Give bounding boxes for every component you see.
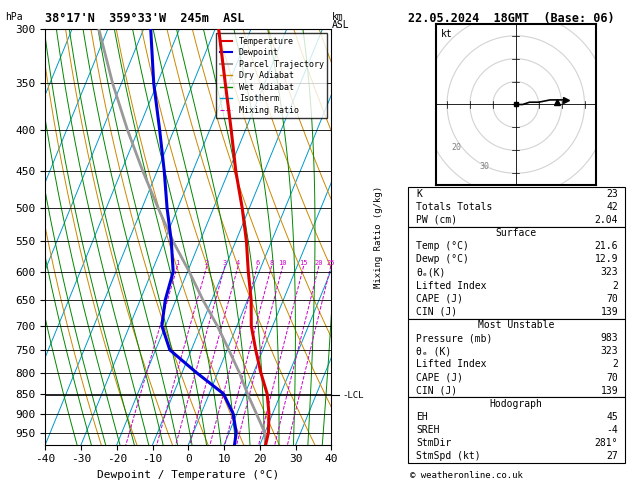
Text: hPa: hPa [5, 12, 23, 22]
Bar [408, 398, 625, 463]
Text: Pressure (mb): Pressure (mb) [416, 333, 493, 343]
Text: 6: 6 [255, 260, 260, 266]
Text: 12.9: 12.9 [594, 254, 618, 264]
Text: K: K [416, 189, 422, 199]
Text: 2: 2 [612, 280, 618, 291]
Text: © weatheronline.co.uk: © weatheronline.co.uk [410, 471, 523, 480]
Text: Surface: Surface [496, 228, 537, 238]
Text: 27: 27 [606, 451, 618, 461]
Text: 2: 2 [204, 260, 209, 266]
Text: StmSpd (kt): StmSpd (kt) [416, 451, 481, 461]
Text: Dewp (°C): Dewp (°C) [416, 254, 469, 264]
Text: 1: 1 [175, 260, 179, 266]
Text: StmDir: StmDir [416, 438, 452, 448]
Text: 21.6: 21.6 [594, 241, 618, 251]
Text: 42: 42 [606, 202, 618, 212]
Text: SREH: SREH [416, 425, 440, 435]
Text: θₑ (K): θₑ (K) [416, 347, 452, 356]
Text: 3: 3 [223, 260, 227, 266]
Text: PW (cm): PW (cm) [416, 215, 457, 225]
Text: Temp (°C): Temp (°C) [416, 241, 469, 251]
Text: Lifted Index: Lifted Index [416, 280, 487, 291]
Text: EH: EH [416, 412, 428, 422]
Text: Mixing Ratio (g/kg): Mixing Ratio (g/kg) [374, 186, 383, 288]
Text: 323: 323 [601, 267, 618, 278]
Text: CIN (J): CIN (J) [416, 386, 457, 396]
Text: ASL: ASL [331, 20, 349, 31]
Text: Totals Totals: Totals Totals [416, 202, 493, 212]
Text: 4: 4 [236, 260, 240, 266]
Text: 2: 2 [612, 360, 618, 369]
Text: -4: -4 [606, 425, 618, 435]
Bar [408, 226, 625, 318]
Text: Most Unstable: Most Unstable [478, 320, 554, 330]
Text: 20: 20 [452, 143, 462, 152]
Text: 983: 983 [601, 333, 618, 343]
Text: 281°: 281° [594, 438, 618, 448]
Text: kt: kt [440, 29, 452, 39]
Text: 70: 70 [606, 373, 618, 382]
Text: CAPE (J): CAPE (J) [416, 294, 464, 304]
Text: 15: 15 [299, 260, 308, 266]
Text: 38°17'N  359°33'W  245m  ASL: 38°17'N 359°33'W 245m ASL [45, 12, 245, 25]
Text: 2.04: 2.04 [594, 215, 618, 225]
Text: 22.05.2024  18GMT  (Base: 06): 22.05.2024 18GMT (Base: 06) [408, 12, 614, 25]
Text: 323: 323 [601, 347, 618, 356]
Bar [408, 318, 625, 398]
Text: 30: 30 [479, 162, 489, 171]
Text: 45: 45 [606, 412, 618, 422]
Text: 70: 70 [606, 294, 618, 304]
Text: 139: 139 [601, 307, 618, 317]
Bar [408, 187, 625, 226]
Text: CIN (J): CIN (J) [416, 307, 457, 317]
Text: Lifted Index: Lifted Index [416, 360, 487, 369]
Text: θₑ(K): θₑ(K) [416, 267, 446, 278]
Text: 23: 23 [606, 189, 618, 199]
Text: km: km [331, 12, 343, 22]
Text: CAPE (J): CAPE (J) [416, 373, 464, 382]
Text: 25: 25 [326, 260, 335, 266]
X-axis label: Dewpoint / Temperature (°C): Dewpoint / Temperature (°C) [97, 470, 279, 480]
Text: 20: 20 [314, 260, 323, 266]
Legend: Temperature, Dewpoint, Parcel Trajectory, Dry Adiabat, Wet Adiabat, Isotherm, Mi: Temperature, Dewpoint, Parcel Trajectory… [216, 34, 327, 118]
Text: 10: 10 [279, 260, 287, 266]
Text: 139: 139 [601, 386, 618, 396]
Text: -LCL: -LCL [343, 391, 364, 399]
Text: Hodograph: Hodograph [489, 399, 543, 409]
Text: 8: 8 [269, 260, 274, 266]
